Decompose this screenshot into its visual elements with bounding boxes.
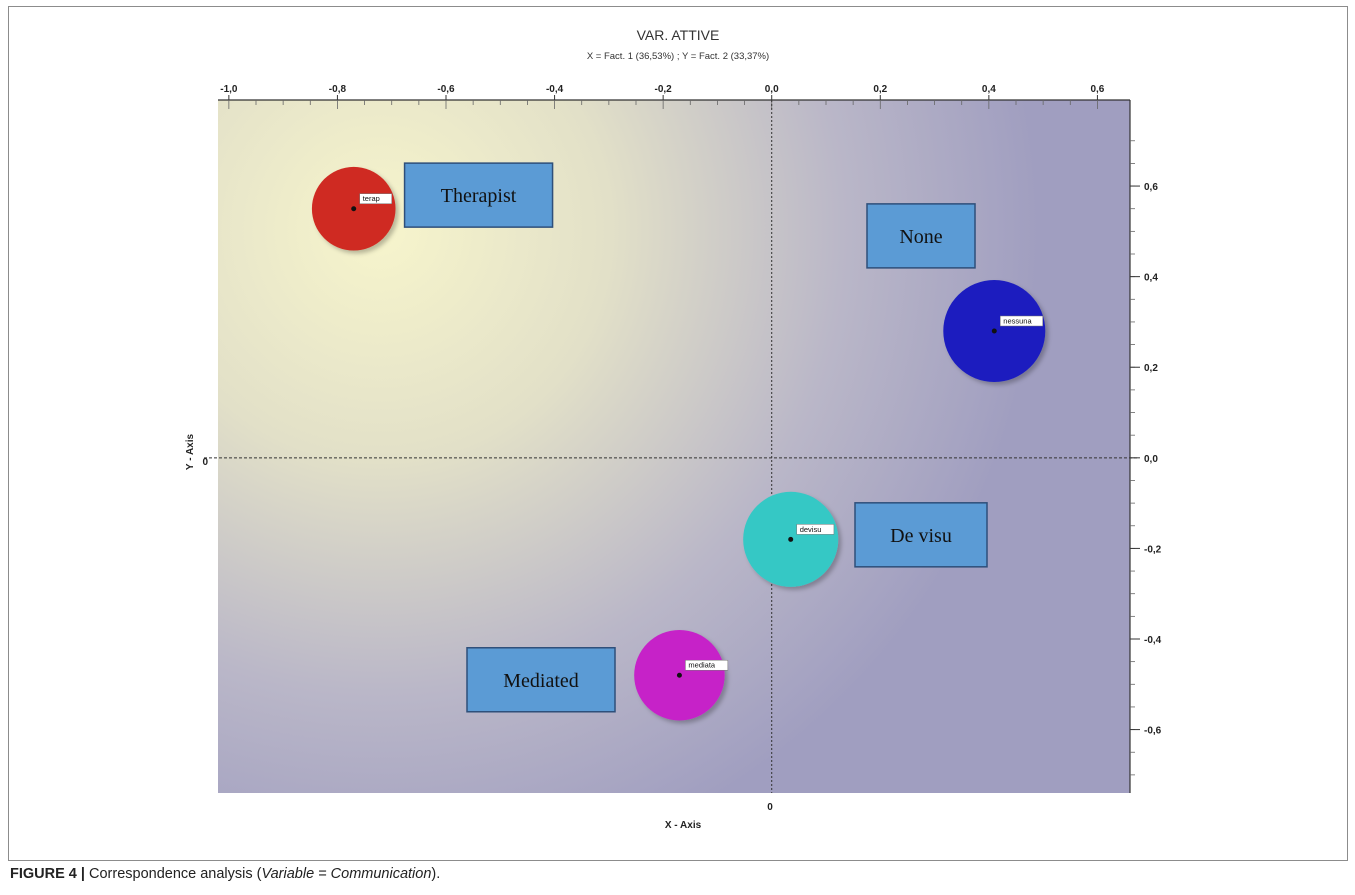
x-tick-label: -1,0 bbox=[220, 84, 238, 95]
annotation-box bbox=[466, 647, 616, 713]
points-layer: terap nessuna devisu mediata bbox=[311, 166, 1046, 721]
annotation-box bbox=[403, 162, 554, 228]
x-axis-label: X - Axis bbox=[665, 820, 702, 831]
y-tick-label: 0,2 bbox=[1144, 363, 1158, 374]
point-marker-devisu bbox=[788, 536, 794, 542]
figure-caption: FIGURE 4 | Correspondence analysis (Vari… bbox=[10, 866, 440, 882]
y-zero-label: 0 bbox=[202, 457, 208, 468]
point-label-box bbox=[359, 193, 392, 204]
x-tick-label: 0,0 bbox=[765, 84, 779, 95]
x-tick-label: 0,4 bbox=[982, 84, 996, 95]
x-tick-label: -0,2 bbox=[655, 84, 673, 95]
y-tick-label: 0,6 bbox=[1144, 182, 1158, 193]
point-marker-mediata bbox=[676, 672, 682, 678]
annotation-label: De visu bbox=[890, 525, 952, 547]
x-tick-label: -0,8 bbox=[329, 84, 347, 95]
point-label: mediata bbox=[688, 661, 716, 670]
chart-title: VAR. ATTIVE bbox=[637, 27, 720, 43]
point-label-box bbox=[685, 659, 729, 671]
caption-text: Correspondence analysis ( bbox=[84, 866, 262, 882]
correspondence-plot: VAR. ATTIVE X = Fact. 1 (36,53%) ; Y = F… bbox=[185, 27, 1162, 831]
y-axis-label: Y - Axis bbox=[185, 434, 196, 471]
x-tick-label: -0,6 bbox=[437, 84, 455, 95]
y-tick-label: -0,6 bbox=[1144, 726, 1162, 737]
point-label: devisu bbox=[800, 525, 822, 534]
x-zero-label: 0 bbox=[767, 802, 773, 813]
y-tick-label: -0,2 bbox=[1144, 544, 1162, 555]
figure-frame bbox=[8, 6, 1348, 861]
annotation-label: Therapist bbox=[441, 185, 517, 207]
point-label: nessuna bbox=[1003, 317, 1032, 326]
zero-lines bbox=[204, 100, 1138, 793]
point-label: terap bbox=[363, 194, 380, 203]
annotation-label: None bbox=[899, 226, 942, 248]
annotation-label: Mediated bbox=[503, 670, 579, 692]
x-tick-label: 0,2 bbox=[873, 84, 887, 95]
y-axis-right: 0,6 0,4 0,2 0,0 -0,2 -0,4 -0,6 bbox=[1129, 100, 1162, 793]
point-marker-nessuna bbox=[991, 328, 997, 334]
chart-subtitle: X = Fact. 1 (36,53%) ; Y = Fact. 2 (33,3… bbox=[587, 51, 769, 62]
point-label-box bbox=[1000, 315, 1043, 327]
y-tick-label: 0,4 bbox=[1144, 273, 1158, 284]
caption-label: FIGURE 4 | bbox=[10, 866, 85, 882]
y-tick-label: -0,4 bbox=[1144, 635, 1162, 646]
caption-italic: Variable = Communication bbox=[261, 866, 432, 882]
point-label-box bbox=[796, 524, 835, 535]
y-tick-label: 0,0 bbox=[1144, 454, 1158, 465]
caption-end: ). bbox=[431, 866, 441, 882]
point-marker-terap bbox=[351, 206, 357, 212]
annotation-box bbox=[866, 203, 976, 269]
x-axis-top: -1,0 -0,8 -0,6 -0,4 -0,2 0,0 0,2 0,4 0,6 bbox=[218, 84, 1130, 109]
x-tick-label: 0,6 bbox=[1090, 84, 1104, 95]
x-tick-label: -0,4 bbox=[546, 84, 564, 95]
annotations-layer: Therapist None De visu Mediated bbox=[403, 162, 988, 713]
annotation-box bbox=[854, 502, 988, 568]
